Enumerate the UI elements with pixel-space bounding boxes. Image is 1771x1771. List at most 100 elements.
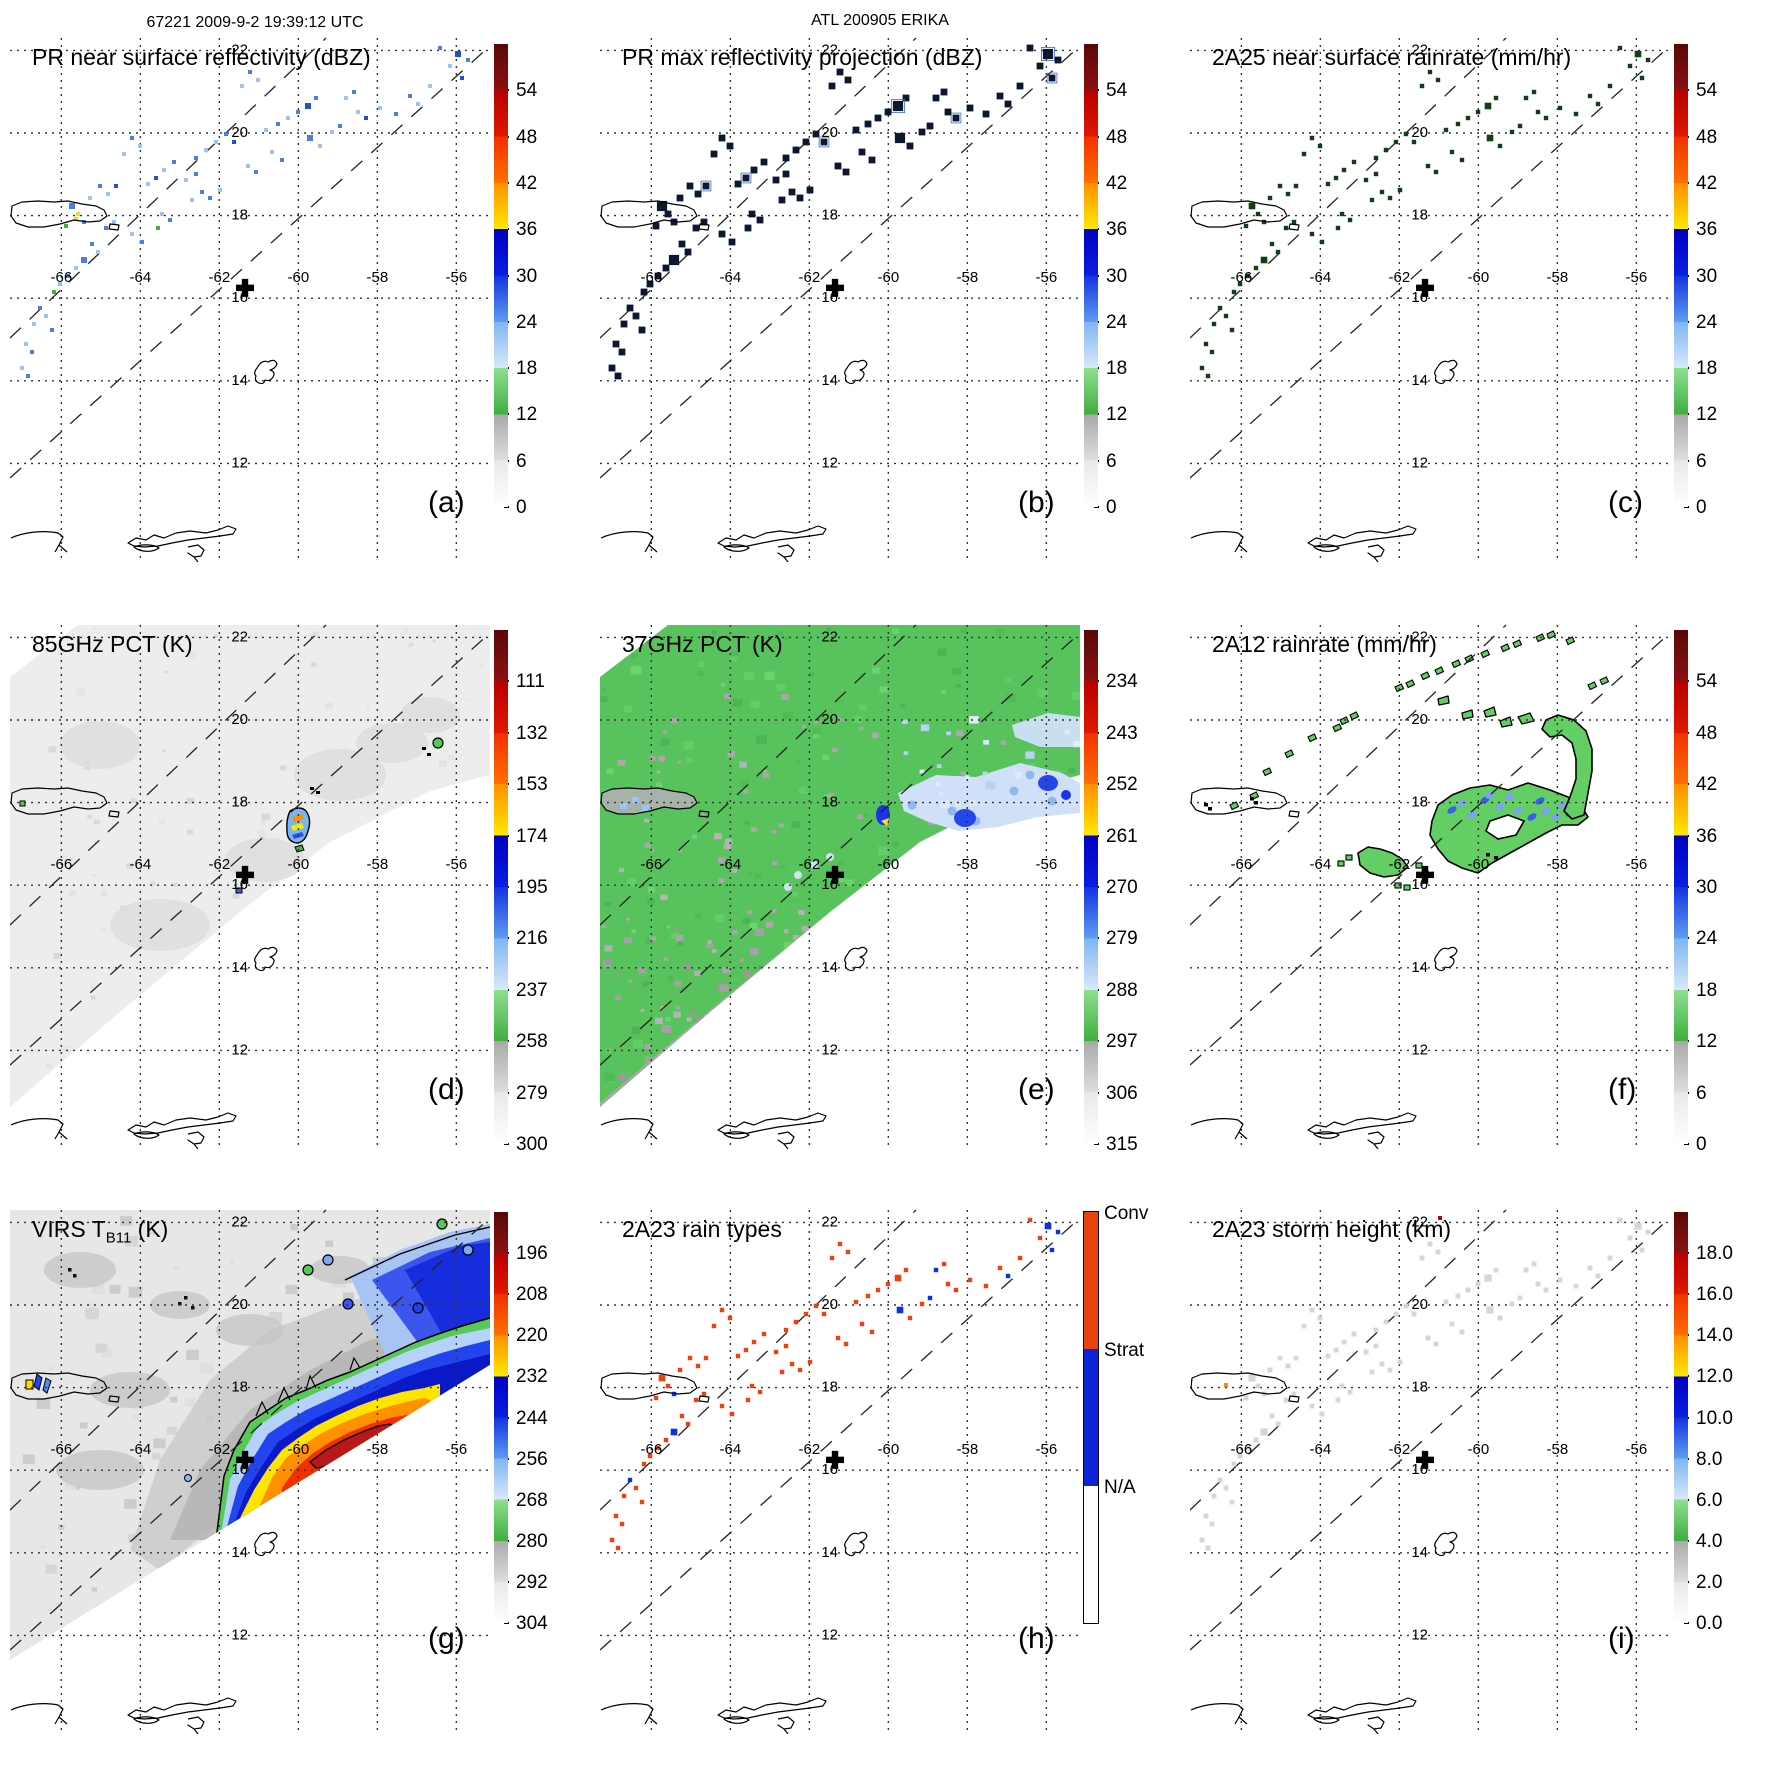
storm-name-label: ATL 200905 ERIKA <box>811 12 949 29</box>
svg-text:20: 20 <box>821 124 838 141</box>
colorbar-b <box>1084 44 1098 507</box>
colorbar-tick-label: 48 <box>1696 126 1718 148</box>
colorbar-tick-label: 252 <box>1106 774 1138 796</box>
colorbar-tick-label: 279 <box>1106 928 1138 950</box>
svg-text:-60: -60 <box>1468 856 1490 873</box>
colorbar-tick-label: 12.0 <box>1696 1366 1733 1388</box>
colorbar-tick-label: 279 <box>516 1082 548 1104</box>
colorbar-tick-label: 237 <box>516 979 548 1001</box>
data-points-c <box>1199 45 1651 379</box>
colorbar-tick-label: 292 <box>516 1571 548 1593</box>
colorbar-tick-label: 18.0 <box>1696 1243 1733 1265</box>
colorbar-tick-label: 304 <box>516 1613 548 1634</box>
colorbar-tick-label: 0 <box>1696 497 1707 518</box>
colorbar-tick-mark <box>1684 1143 1689 1145</box>
svg-text:20: 20 <box>1411 711 1428 728</box>
storm-center-marker-a <box>236 278 255 297</box>
svg-text:-60: -60 <box>288 1441 310 1458</box>
svg-text:-64: -64 <box>1310 269 1332 286</box>
svg-text:-64: -64 <box>1310 856 1332 873</box>
svg-text:14: 14 <box>821 1544 838 1561</box>
panel-title-c: 2A25 near surface rainrate (mm/hr) <box>1212 44 1572 70</box>
colorbar-tick-label: 12 <box>1106 404 1128 426</box>
colorbar-tick-label: 12 <box>516 404 538 426</box>
storm-center-marker-g <box>236 1450 255 1469</box>
svg-text:-56: -56 <box>1036 269 1058 286</box>
panel-title-f: 2A12 rainrate (mm/hr) <box>1212 631 1437 657</box>
colorbar-tick-mark <box>504 1622 509 1624</box>
svg-text:-66: -66 <box>51 269 73 286</box>
colorbar-tick-label: 36 <box>516 219 538 241</box>
colorbar-tick-label: 24 <box>1106 311 1128 333</box>
storm-center-marker-h <box>826 1450 845 1469</box>
storm-center-marker-i <box>1416 1450 1435 1469</box>
grid-i <box>1190 1210 1670 1730</box>
colorbar-tick-label: 243 <box>1106 722 1138 744</box>
colorbar-tick-mark <box>1684 1622 1689 1624</box>
coastlines-a <box>10 200 278 562</box>
colorbar-tick-label: 42 <box>516 172 538 194</box>
colorbar-tick-label: 24 <box>1696 928 1718 950</box>
svg-text:20: 20 <box>1411 1296 1428 1313</box>
colorbar-tick-label: 306 <box>1106 1082 1138 1104</box>
svg-text:-64: -64 <box>130 1441 152 1458</box>
colorbar-tick-label: 111 <box>516 671 545 693</box>
colorbar-a <box>494 44 508 507</box>
grid-c <box>1190 38 1670 558</box>
coastlines-c <box>1190 200 1458 562</box>
panel-letter-e: (e) <box>1018 1073 1055 1106</box>
colorbar-tick-label: 36 <box>1696 219 1718 241</box>
data-points-i <box>1199 1217 1651 1551</box>
svg-text:12: 12 <box>1411 454 1428 471</box>
grid-b <box>600 38 1080 558</box>
colorbar-tick-label: 6 <box>1696 1082 1707 1104</box>
panel-letter-i: (i) <box>1608 1622 1635 1655</box>
storm-center-marker-d <box>236 865 255 884</box>
colorbar-tick-label: 12 <box>1696 1031 1718 1053</box>
svg-text:-56: -56 <box>1626 269 1648 286</box>
storm-center-marker-e <box>826 865 845 884</box>
swath-edges-e <box>600 624 1081 1066</box>
storm-center-marker-c <box>1416 278 1435 297</box>
raintype-label: Strat <box>1104 1340 1145 1361</box>
colorbar-tick-label: 30 <box>516 265 538 287</box>
svg-text:14: 14 <box>821 959 838 976</box>
panel-title-i: 2A23 storm height (km) <box>1212 1216 1452 1242</box>
colorbar-tick-label: 30 <box>1696 877 1718 898</box>
svg-text:20: 20 <box>231 124 248 141</box>
swath-edges-b <box>600 37 1081 479</box>
colorbar-tick-label: 42 <box>1106 172 1128 194</box>
coastlines-b <box>600 200 868 562</box>
colorbar-tick-label: 48 <box>1106 126 1128 148</box>
colorbar-tick-label: 256 <box>516 1448 548 1470</box>
colorbar-tick-label: 6 <box>1106 450 1117 472</box>
panel-letter-c: (c) <box>1608 486 1643 519</box>
colorbar-tick-label: 258 <box>516 1031 548 1053</box>
grid-f <box>1190 625 1670 1145</box>
svg-text:14: 14 <box>821 372 838 389</box>
svg-text:22: 22 <box>821 628 838 645</box>
svg-text:-60: -60 <box>1468 269 1490 286</box>
svg-text:-58: -58 <box>957 269 979 286</box>
colorbar-tick-label: 297 <box>1106 1031 1138 1053</box>
colorbar-tick-label: 16.0 <box>1696 1284 1733 1306</box>
grid-e <box>600 625 1080 1145</box>
svg-text:-56: -56 <box>1036 856 1058 873</box>
svg-text:-66: -66 <box>51 1441 73 1458</box>
colorbar-tick-mark <box>504 1143 509 1145</box>
colorbar-h <box>1083 1211 1099 1624</box>
svg-text:22: 22 <box>231 1213 248 1230</box>
panel-letter-f: (f) <box>1608 1073 1637 1106</box>
